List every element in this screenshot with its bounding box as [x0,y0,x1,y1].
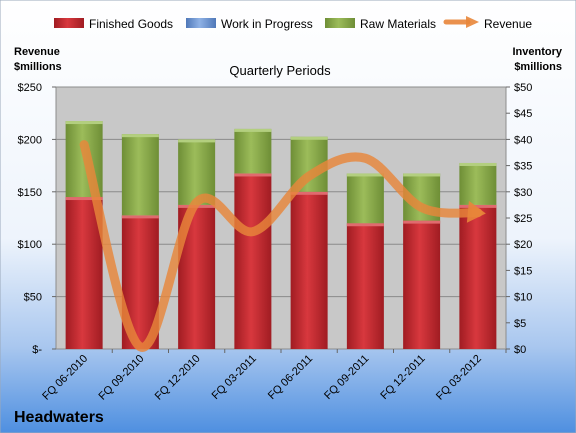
bar-raw-materials-top [121,134,159,138]
bar-raw-materials-top [234,128,272,132]
y-right-tick-label: $10 [514,292,532,304]
legend-label-revenue: Revenue [484,17,532,31]
bar-finished-goods-top [459,204,497,208]
bar-finished-goods [234,173,272,349]
revenue-line [79,140,483,352]
bar-raw-materials-top [459,162,497,166]
bar-finished-goods [459,204,497,349]
y-right-tick-label: $45 [514,108,532,120]
bar-finished-goods-top [290,191,328,195]
y-right-tick-label: $5 [514,318,526,330]
bar-finished-goods-top [346,223,384,227]
y-right-tick-label: $35 [514,161,532,173]
bar-finished-goods [346,223,384,349]
bar-raw-materials-top [346,173,384,177]
y-right-tick-label: $50 [514,82,532,94]
bar-raw-materials [459,162,497,205]
legend-label-finished-goods: Finished Goods [89,17,173,31]
bar-finished-goods [290,191,328,349]
y-left-tick-label: $50 [24,292,42,304]
y-left-tick-label: $250 [18,82,42,94]
y-right-tick-label: $40 [514,134,532,146]
bar-finished-goods-top [121,215,159,219]
y-right-tick-label: $15 [514,265,532,277]
y-right-axis-title-line1: Inventory [512,46,562,58]
bar-finished-goods [403,220,441,349]
bar-raw-materials-top [290,136,328,140]
bar-finished-goods-top [65,197,103,201]
y-right-tick-label: $25 [514,213,532,225]
legend-swatch-finished-goods [54,18,84,28]
y-left-axis-title-line1: Revenue [14,46,60,58]
legend-swatch-raw-materials [325,18,355,28]
bar-raw-materials-top [403,173,441,177]
y-right-tick-label: $20 [514,239,532,251]
bar-raw-materials [234,128,272,174]
y-left-tick-label: $- [32,344,42,356]
bar-raw-materials-top [178,139,216,143]
y-left-tick-label: $150 [18,187,42,199]
company-name: Headwaters [14,409,104,426]
y-left-tick-label: $100 [18,239,42,251]
bar-finished-goods-top [234,173,272,177]
legend-swatch-work-in-progress [186,18,216,28]
legend-swatch-revenue-arrow [466,16,479,28]
legend-label-work-in-progress: Work in Progress [221,17,313,31]
bar-raw-materials [346,173,384,224]
y-left-axis-title-line2: $millions [14,61,62,73]
bar-finished-goods-top [403,220,441,224]
chart-subtitle: Quarterly Periods [229,63,331,78]
y-right-tick-label: $30 [514,187,532,199]
y-left-tick-label: $200 [18,134,42,146]
bar-raw-materials-top [65,121,103,125]
legend-label-raw-materials: Raw Materials [360,17,436,31]
bar-raw-materials [121,134,159,216]
legend: Finished Goods Work in Progress Raw Mate… [54,16,532,31]
bar-finished-goods [65,197,103,349]
y-right-axis-title-line2: $millions [514,61,562,73]
y-right-tick-label: $0 [514,344,526,356]
revenue-arrowhead [466,200,486,223]
